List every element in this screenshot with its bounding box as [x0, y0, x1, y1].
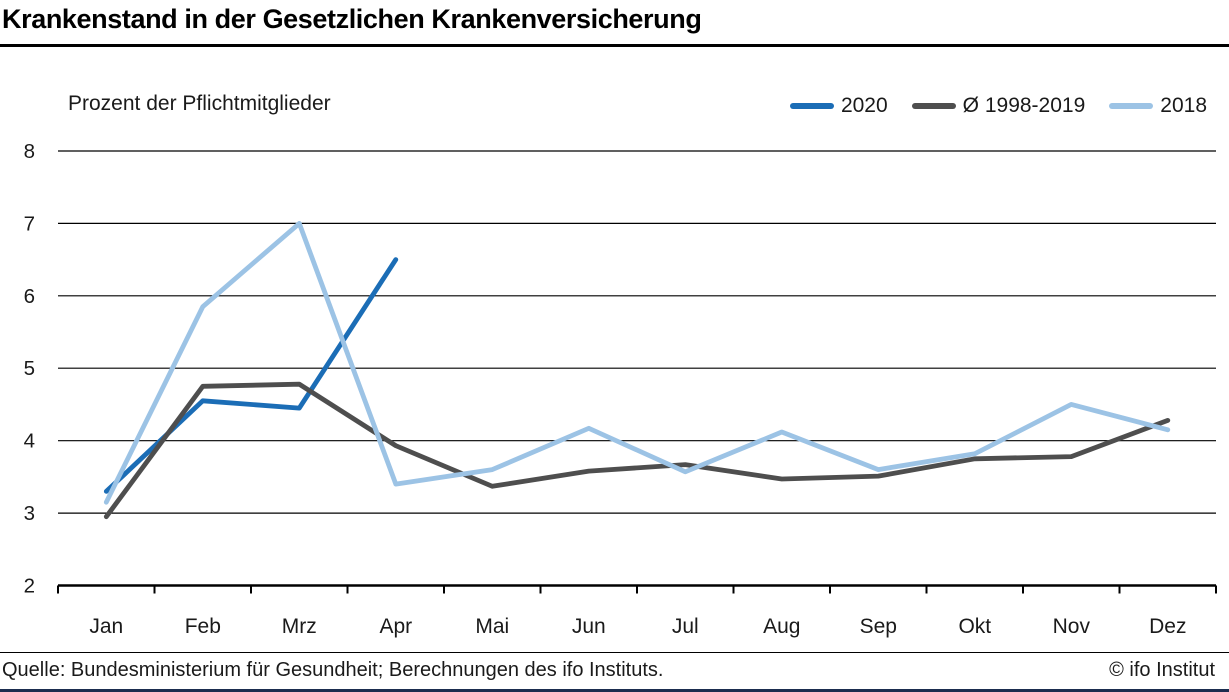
legend-item-avg-1998-2019: Ø 1998-2019: [911, 94, 1086, 118]
legend-label: Ø 1998-2019: [962, 94, 1086, 117]
y-axis-unit-label: Prozent der Pflichtmitglieder: [68, 92, 331, 115]
x-tick-label: Mrz: [282, 615, 317, 638]
legend-line-swatch-avg-1998-2019: [911, 103, 956, 109]
x-tick-label: Feb: [185, 615, 221, 638]
x-tick-label: Apr: [379, 615, 412, 638]
page-title: Krankenstand in der Gesetzlichen Kranken…: [2, 4, 702, 34]
x-tick-label: Mai: [475, 615, 509, 638]
legend-label: 2020: [840, 94, 888, 117]
series-line-Ø 1998-2019: [103, 381, 1171, 520]
y-tick-label: 2: [24, 575, 35, 598]
y-tick-label: 6: [24, 285, 35, 308]
series-line-2018: [103, 220, 1171, 505]
x-tick-label: Jun: [572, 615, 606, 638]
x-tick-label: Aug: [763, 615, 800, 638]
brand-bottom-bar: [0, 689, 1229, 692]
x-tick-label: Okt: [958, 615, 991, 638]
legend-item-2018: 2018: [1109, 94, 1207, 118]
y-tick-label: 7: [24, 212, 35, 235]
source-note: Quelle: Bundesministerium für Gesundheit…: [2, 658, 664, 681]
y-tick-label: 5: [24, 357, 35, 380]
header: Krankenstand in der Gesetzlichen Kranken…: [0, 0, 1229, 47]
series-line-2020: [103, 257, 399, 494]
y-tick-label: 3: [24, 502, 35, 525]
x-tick-label: Dez: [1149, 615, 1186, 638]
footer: Quelle: Bundesministerium für Gesundheit…: [0, 652, 1229, 689]
y-tick-label: 4: [24, 430, 35, 453]
x-tick-label: Jan: [89, 615, 123, 638]
legend-label: 2018: [1160, 94, 1207, 117]
x-tick-label: Sep: [860, 615, 897, 638]
chart-legend: 2020 Ø 1998-2019 2018: [789, 94, 1207, 118]
title-rule: [0, 44, 1229, 47]
legend-line-swatch-2018: [1109, 103, 1154, 109]
legend-line-swatch-2020: [789, 103, 834, 109]
copyright-note: © ifo Institut: [1109, 658, 1215, 681]
x-tick-label: Nov: [1053, 615, 1091, 638]
y-tick-label: 8: [24, 140, 35, 163]
x-tick-label: Jul: [672, 615, 699, 638]
legend-item-2020: 2020: [789, 94, 888, 118]
chart-plot: 2 3 4 5 6 7 8 Jan Feb Mrz Apr Mai Jun Jul Aug Sep Okt Nov…: [24, 140, 1217, 638]
